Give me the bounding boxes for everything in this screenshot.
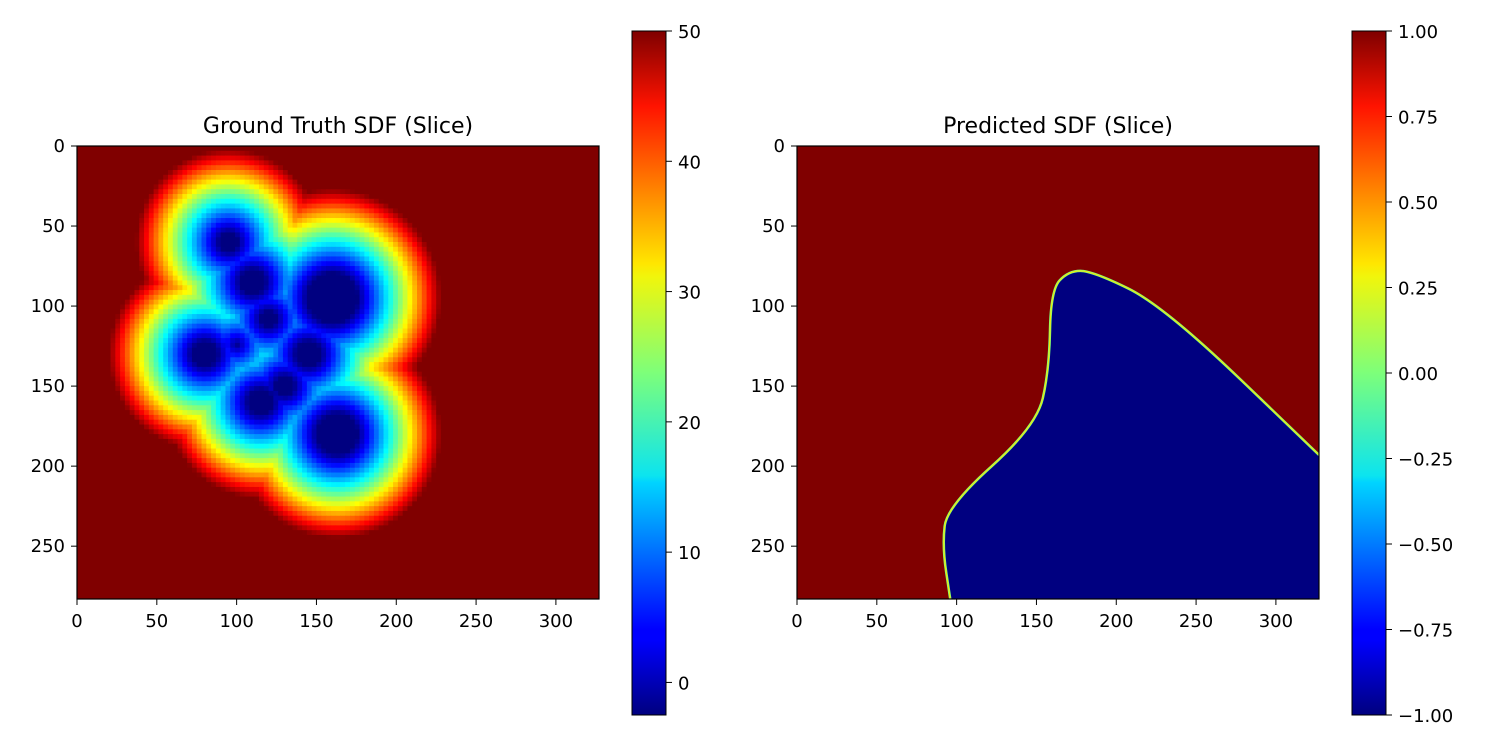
colorbar-tick-label: 40 [678,152,701,173]
colorbar-predicted [1351,30,1387,716]
y-tick-label: 50 [762,216,785,237]
colorbar-tick-label: 0.75 [1398,108,1438,129]
y-tick-label: 0 [54,136,65,157]
x-tick-label: 300 [1259,611,1293,632]
colorbar-tick-label: −0.50 [1398,535,1453,556]
x-tick-label: 100 [219,611,253,632]
colorbar-tick-label: 1.00 [1398,22,1438,43]
x-tick-label: 250 [459,611,493,632]
x-tick-label: 200 [379,611,413,632]
colorbar-tick-label: 50 [678,22,701,43]
colorbar-tick-label: 30 [678,283,701,304]
colorbar-tick-label: 0.25 [1398,279,1438,300]
panel-predicted: Predicted SDF (Slice) 0 50 100 150 200 250 300… [751,22,1454,727]
x-tick-label: 300 [539,611,573,632]
x-tick-label: 0 [791,611,802,632]
y-tick-label: 150 [751,376,785,397]
y-tick-label: 50 [42,216,65,237]
y-tick-label: 100 [31,296,65,317]
colorbar-tick-label: 10 [678,543,701,564]
chart-title-ground-truth: Ground Truth SDF (Slice) [203,114,473,139]
colorbar-tick-label: −1.00 [1398,706,1453,727]
panel-ground-truth: Ground Truth SDF (Slice) 0 50 100 150 200 250… [31,22,701,716]
y-tick-label: 100 [751,296,785,317]
x-tick-label: 150 [299,611,333,632]
y-tick-label: 200 [751,456,785,477]
colorbar-tick-label: 20 [678,413,701,434]
boundary-highlight [943,270,1319,599]
colorbar-tick-label: −0.75 [1398,621,1453,642]
y-tick-label: 150 [31,376,65,397]
inside-region [943,270,1319,599]
x-tick-label: 200 [1099,611,1133,632]
x-tick-label: 250 [1179,611,1213,632]
plot-frame-predicted [796,145,1320,600]
x-tick-label: 150 [1019,611,1053,632]
colorbar-tick-label: −0.25 [1398,450,1453,471]
heatmap-ground-truth [77,146,599,599]
colorbar-tick-label: 0.00 [1398,364,1438,385]
y-tick-label: 0 [774,136,785,157]
y-tick-label: 250 [31,536,65,557]
x-tick-label: 50 [865,611,888,632]
colorbar-tick-label: 0.50 [1398,193,1438,214]
x-tick-label: 50 [145,611,168,632]
y-tick-label: 200 [31,456,65,477]
plot-frame-ground-truth [76,145,600,600]
heatmap-predicted [797,146,1319,599]
colorbar-ground-truth [631,30,667,716]
x-tick-label: 0 [71,611,82,632]
x-tick-label: 100 [939,611,973,632]
chart-title-predicted: Predicted SDF (Slice) [943,114,1173,139]
colorbar-tick-label: 0 [678,673,689,694]
y-tick-label: 250 [751,536,785,557]
